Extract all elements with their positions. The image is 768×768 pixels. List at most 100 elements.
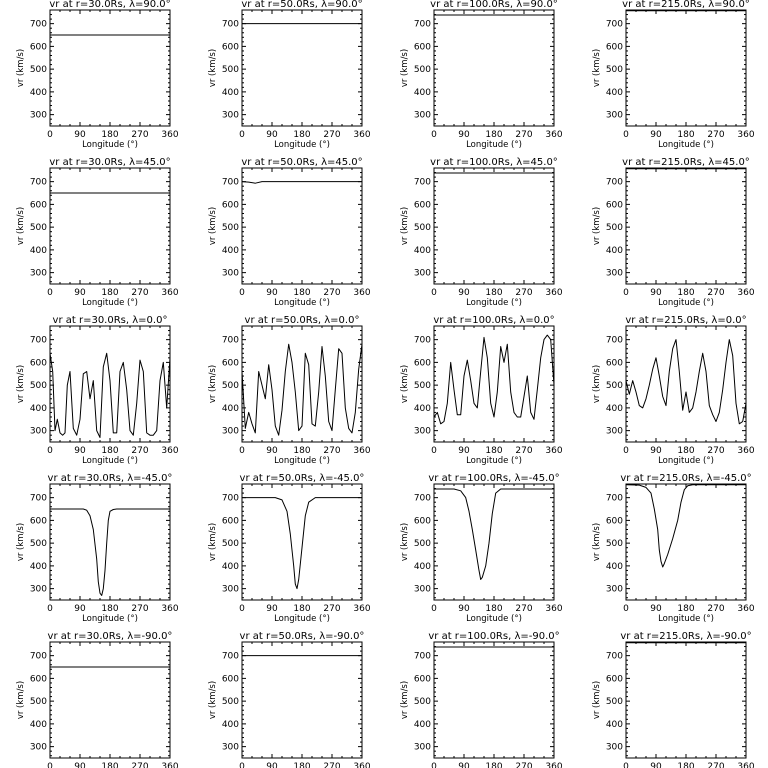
y-tick-label: 600: [222, 200, 239, 210]
y-tick-label: 300: [606, 743, 623, 753]
x-tick-label: 90: [458, 604, 470, 614]
panel-2-2: vr at r=50.0Rs, λ=45.0° 0 90 180 270 360 300 40…: [208, 157, 371, 308]
x-tick-label: 90: [266, 288, 278, 298]
x-tick-label: 0: [623, 288, 629, 298]
y-tick-label: 700: [414, 336, 431, 346]
y-tick-label: 500: [606, 539, 623, 549]
y-tick-label: 300: [222, 585, 239, 595]
y-tick-label: 600: [30, 42, 47, 52]
x-tick-label: 0: [431, 762, 437, 768]
x-tick-label: 180: [101, 288, 118, 298]
x-tick-label: 360: [353, 604, 370, 614]
y-tick-label: 300: [30, 743, 47, 753]
series-line: [625, 484, 746, 568]
x-tick-label: 0: [47, 130, 53, 140]
x-tick-label: 0: [239, 604, 245, 614]
x-axis-label: Longitude (°): [658, 298, 714, 308]
panel-title: vr at r=50.0Rs, λ=-45.0°: [240, 473, 365, 484]
x-tick-label: 180: [293, 762, 310, 768]
x-tick-label: 0: [47, 604, 53, 614]
y-tick-label: 600: [222, 516, 239, 526]
x-tick-label: 360: [737, 446, 754, 456]
plot-frame: [625, 167, 747, 285]
y-tick-label: 700: [414, 178, 431, 188]
x-tick-label: 180: [293, 446, 310, 456]
y-tick-label: 400: [30, 88, 47, 98]
series-line: [433, 334, 555, 425]
y-axis-label: vr (km/s): [400, 681, 410, 719]
x-axis-label: Longitude (°): [274, 140, 330, 150]
y-tick-label: 700: [222, 20, 239, 30]
x-tick-label: 360: [161, 604, 178, 614]
x-axis-label: Longitude (°): [82, 140, 138, 150]
y-axis-label: vr (km/s): [592, 523, 602, 561]
x-tick-label: 90: [650, 446, 662, 456]
y-tick-label: 400: [606, 404, 623, 414]
x-tick-label: 0: [431, 604, 437, 614]
y-tick-label: 600: [414, 674, 431, 684]
panel-title: vr at r=100.0Rs, λ=0.0°: [433, 315, 554, 326]
x-tick-label: 180: [293, 604, 310, 614]
panel-title: vr at r=50.0Rs, λ=45.0°: [241, 157, 362, 168]
panel-3-4: vr at r=215.0Rs, λ=0.0° 0 90 180 270 360 300 40…: [592, 315, 755, 466]
panel-4-2: vr at r=50.0Rs, λ=-45.0° 0 90 180 270 360 300 4…: [208, 473, 371, 624]
panel-title: vr at r=215.0Rs, λ=-45.0°: [620, 473, 751, 484]
panel-3-2: vr at r=50.0Rs, λ=0.0° 0 90 180 270 360 300 400…: [208, 315, 371, 466]
y-tick-label: 700: [414, 652, 431, 662]
x-axis-label: Longitude (°): [466, 140, 522, 150]
y-tick-label: 300: [30, 585, 47, 595]
x-tick-label: 270: [323, 446, 340, 456]
x-tick-label: 270: [131, 130, 148, 140]
y-axis-label: vr (km/s): [208, 681, 218, 719]
y-tick-label: 400: [414, 720, 431, 730]
x-tick-label: 90: [266, 762, 278, 768]
y-tick-label: 500: [222, 381, 239, 391]
y-axis-label: vr (km/s): [16, 681, 26, 719]
x-tick-label: 180: [101, 446, 118, 456]
x-tick-label: 270: [707, 604, 724, 614]
x-tick-label: 180: [101, 130, 118, 140]
y-tick-label: 300: [606, 585, 623, 595]
panel-title: vr at r=50.0Rs, λ=0.0°: [245, 315, 360, 326]
y-tick-label: 400: [30, 246, 47, 256]
x-tick-label: 0: [623, 762, 629, 768]
x-tick-label: 90: [74, 446, 86, 456]
x-tick-label: 0: [623, 130, 629, 140]
x-axis-label: Longitude (°): [466, 456, 522, 466]
x-tick-label: 0: [431, 446, 437, 456]
y-tick-label: 500: [606, 697, 623, 707]
x-axis-label: Longitude (°): [658, 456, 714, 466]
y-tick-label: 600: [606, 42, 623, 52]
y-axis-label: vr (km/s): [16, 49, 26, 87]
y-tick-label: 400: [414, 562, 431, 572]
panel-4-4: vr at r=215.0Rs, λ=-45.0° 0 90 180 270 360 300…: [592, 473, 755, 624]
x-tick-label: 360: [737, 604, 754, 614]
x-tick-label: 360: [545, 288, 562, 298]
x-axis-label: Longitude (°): [82, 614, 138, 624]
y-tick-label: 500: [30, 223, 47, 233]
y-tick-label: 500: [414, 697, 431, 707]
panel-title: vr at r=215.0Rs, λ=0.0°: [625, 315, 746, 326]
y-tick-label: 700: [606, 20, 623, 30]
y-tick-label: 500: [414, 381, 431, 391]
x-tick-label: 0: [431, 288, 437, 298]
y-tick-label: 400: [414, 246, 431, 256]
y-tick-label: 400: [30, 562, 47, 572]
y-tick-label: 700: [30, 336, 47, 346]
plot-frame: [241, 167, 363, 285]
y-tick-label: 500: [30, 697, 47, 707]
y-tick-label: 600: [606, 358, 623, 368]
y-tick-label: 600: [414, 516, 431, 526]
panel-title: vr at r=100.0Rs, λ=45.0°: [430, 157, 558, 168]
panel-title: vr at r=30.0Rs, λ=0.0°: [53, 315, 168, 326]
plot-frame: [625, 9, 747, 127]
x-tick-label: 90: [650, 604, 662, 614]
series-line: [241, 343, 363, 436]
y-tick-label: 600: [414, 200, 431, 210]
y-tick-label: 500: [414, 539, 431, 549]
x-tick-label: 90: [458, 288, 470, 298]
plot-frame: [241, 483, 363, 601]
y-tick-label: 600: [30, 674, 47, 684]
y-axis-label: vr (km/s): [16, 207, 26, 245]
x-tick-label: 180: [677, 604, 694, 614]
